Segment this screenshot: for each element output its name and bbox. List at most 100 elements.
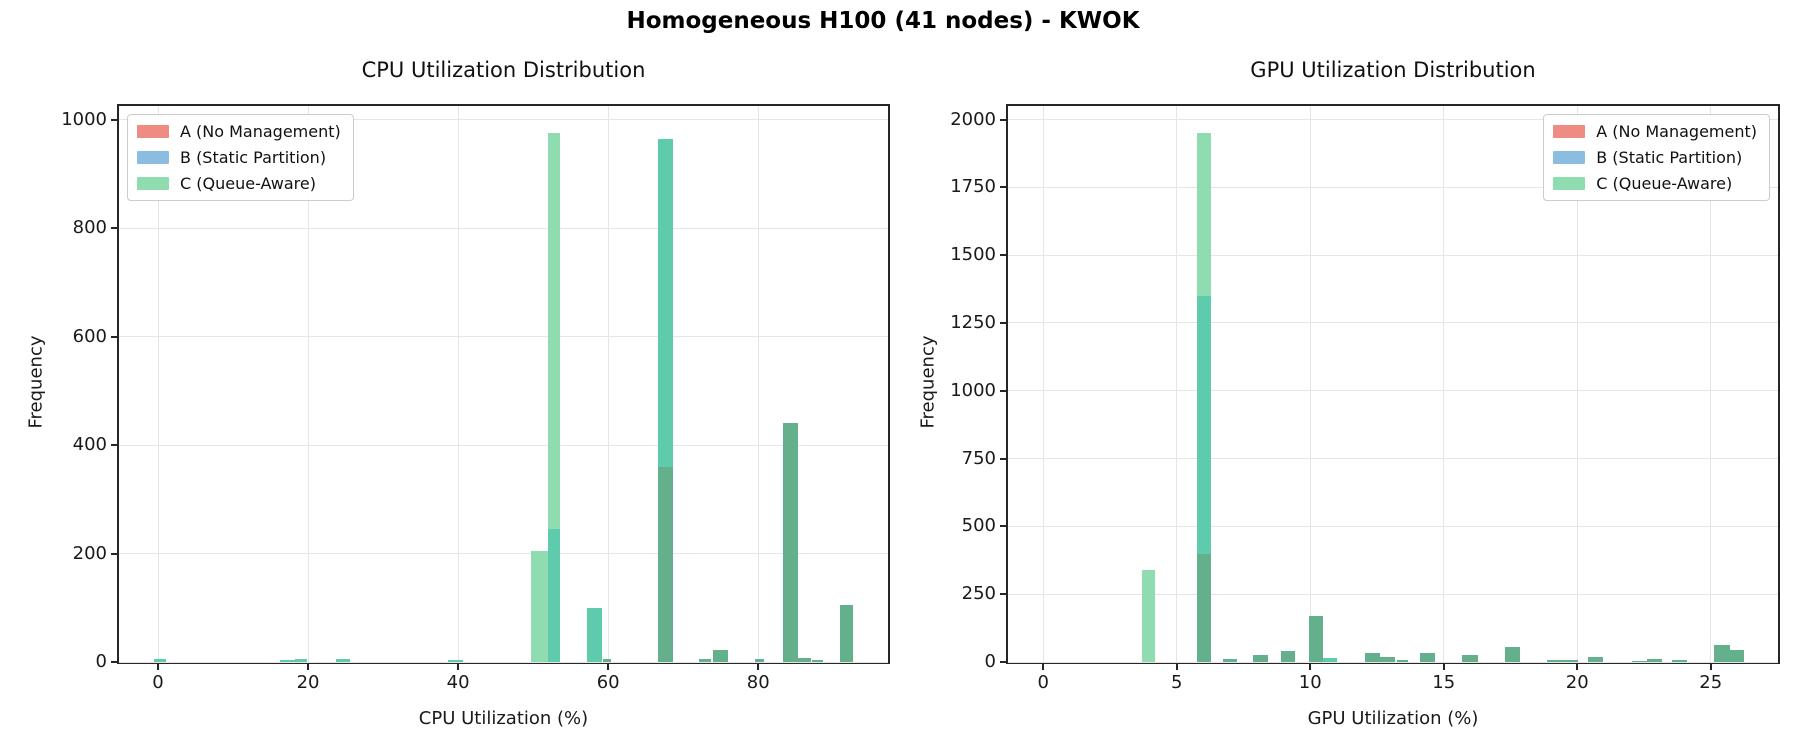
histogram-bar-segment xyxy=(1562,659,1578,662)
x-tick-mark xyxy=(757,664,760,670)
x-gridline xyxy=(1042,106,1044,662)
y-tick-mark xyxy=(1000,593,1006,596)
histogram-bar-segment xyxy=(1197,133,1211,296)
histogram-bar-segment xyxy=(1504,647,1520,662)
histogram-bar-segment xyxy=(1631,660,1647,662)
histogram-bar-segment xyxy=(812,659,824,662)
x-gridline xyxy=(1443,106,1445,662)
x-tick-label: 15 xyxy=(1432,672,1456,693)
x-tick-mark xyxy=(1042,664,1045,670)
x-gridline xyxy=(307,106,309,662)
y-tick-label: 200 xyxy=(72,542,107,564)
x-tick-mark xyxy=(1709,664,1712,670)
y-tick-mark xyxy=(111,227,117,230)
histogram-bar-segment xyxy=(839,605,853,662)
y-tick-mark xyxy=(1000,186,1006,189)
histogram-bar-segment xyxy=(448,660,464,662)
y-tick-mark xyxy=(1000,118,1006,121)
y-tick-label: 1750 xyxy=(950,176,996,198)
y-tick-mark xyxy=(111,118,117,121)
histogram-bar-segment xyxy=(1646,658,1662,662)
y-tick-mark xyxy=(1000,254,1006,257)
y-tick-mark xyxy=(111,444,117,447)
x-tick-label: 20 xyxy=(296,672,320,693)
histogram-bar-segment xyxy=(698,659,711,662)
y-tick-label: 250 xyxy=(961,583,996,605)
histogram-bar-segment xyxy=(658,138,673,467)
y-tick-label: 1000 xyxy=(61,108,107,130)
x-tick-mark xyxy=(157,664,159,670)
y-gridline xyxy=(1008,119,1778,121)
legend-swatch xyxy=(137,125,169,138)
histogram-bar-segment xyxy=(1197,295,1211,554)
y-gridline xyxy=(1008,661,1778,663)
x-tick-label: 5 xyxy=(1171,672,1183,693)
x-gridline xyxy=(1309,106,1311,662)
histogram-bar-segment xyxy=(1729,649,1744,662)
x-tick-mark xyxy=(307,664,310,670)
x-tick-mark xyxy=(1309,664,1312,670)
x-tick-label: 20 xyxy=(1565,672,1589,693)
y-tick-label: 800 xyxy=(72,217,107,239)
histogram-bar-segment xyxy=(797,657,811,662)
y-gridline xyxy=(1008,525,1778,527)
histogram-bar-segment xyxy=(1142,569,1156,662)
x-tick-mark xyxy=(457,664,460,670)
histogram-bar-segment xyxy=(1364,653,1380,662)
histogram-bar-segment xyxy=(1713,644,1730,662)
y-tick-mark xyxy=(111,661,117,663)
x-tick-label: 0 xyxy=(1037,672,1049,693)
legend-swatch xyxy=(1553,151,1586,164)
y-gridline xyxy=(1008,322,1778,324)
legend-label: A (No Management) xyxy=(1596,122,1757,141)
y-gridline xyxy=(119,661,888,663)
cpu-legend: A (No Management) B (Static Partition) C (… xyxy=(127,114,354,201)
histogram-bar-segment xyxy=(1197,553,1211,662)
x-tick-label: 80 xyxy=(746,672,770,693)
legend-label: B (Static Partition) xyxy=(1596,148,1743,167)
y-tick-mark xyxy=(111,552,117,555)
y-tick-mark xyxy=(1000,457,1006,460)
histogram-bar-segment xyxy=(530,550,549,662)
x-tick-label: 10 xyxy=(1298,672,1322,693)
legend-row: A (No Management) xyxy=(1553,122,1757,141)
x-gridline xyxy=(457,106,459,662)
histogram-bar-segment xyxy=(1379,657,1395,662)
legend-row: A (No Management) xyxy=(137,122,341,141)
histogram-bar-segment xyxy=(713,650,729,662)
legend-row: C (Queue-Aware) xyxy=(137,174,341,193)
y-tick-label: 1250 xyxy=(950,311,996,333)
histogram-bar-segment xyxy=(1280,651,1295,662)
histogram-bar-segment xyxy=(1323,657,1337,662)
x-tick-mark xyxy=(1576,664,1579,670)
x-gridline xyxy=(1576,106,1578,662)
y-tick-label: 1500 xyxy=(950,244,996,266)
y-gridline xyxy=(1008,458,1778,460)
legend-label: C (Queue-Aware) xyxy=(180,174,316,193)
legend-row: C (Queue-Aware) xyxy=(1553,174,1757,193)
y-gridline xyxy=(119,119,888,121)
y-tick-mark xyxy=(111,335,117,338)
y-gridline xyxy=(1008,254,1778,256)
gpu-plot-area: A (No Management) B (Static Partition) C (… xyxy=(950,104,1780,693)
cpu-x-axis-label: CPU Utilization (%) xyxy=(418,708,589,729)
histogram-bar-segment xyxy=(658,466,673,662)
x-gridline xyxy=(1176,106,1178,662)
y-gridline xyxy=(1008,186,1778,188)
x-gridline xyxy=(607,106,609,662)
histogram-bar-segment xyxy=(1672,659,1687,662)
x-tick-label: 60 xyxy=(596,672,620,693)
histogram-bar-segment xyxy=(1461,654,1478,662)
histogram-bar-segment xyxy=(154,659,167,662)
legend-row: B (Static Partition) xyxy=(137,148,341,167)
histogram-bar-segment xyxy=(548,529,561,662)
y-tick-label: 400 xyxy=(72,434,107,456)
histogram-bar-segment xyxy=(755,659,765,662)
y-tick-mark xyxy=(1000,389,1006,392)
histogram-bar-segment xyxy=(280,659,295,662)
histogram-bar-segment xyxy=(1546,660,1563,662)
legend-label: A (No Management) xyxy=(180,122,341,141)
y-gridline xyxy=(1008,593,1778,595)
legend-swatch xyxy=(1553,177,1586,190)
x-tick-label: 40 xyxy=(446,672,470,693)
